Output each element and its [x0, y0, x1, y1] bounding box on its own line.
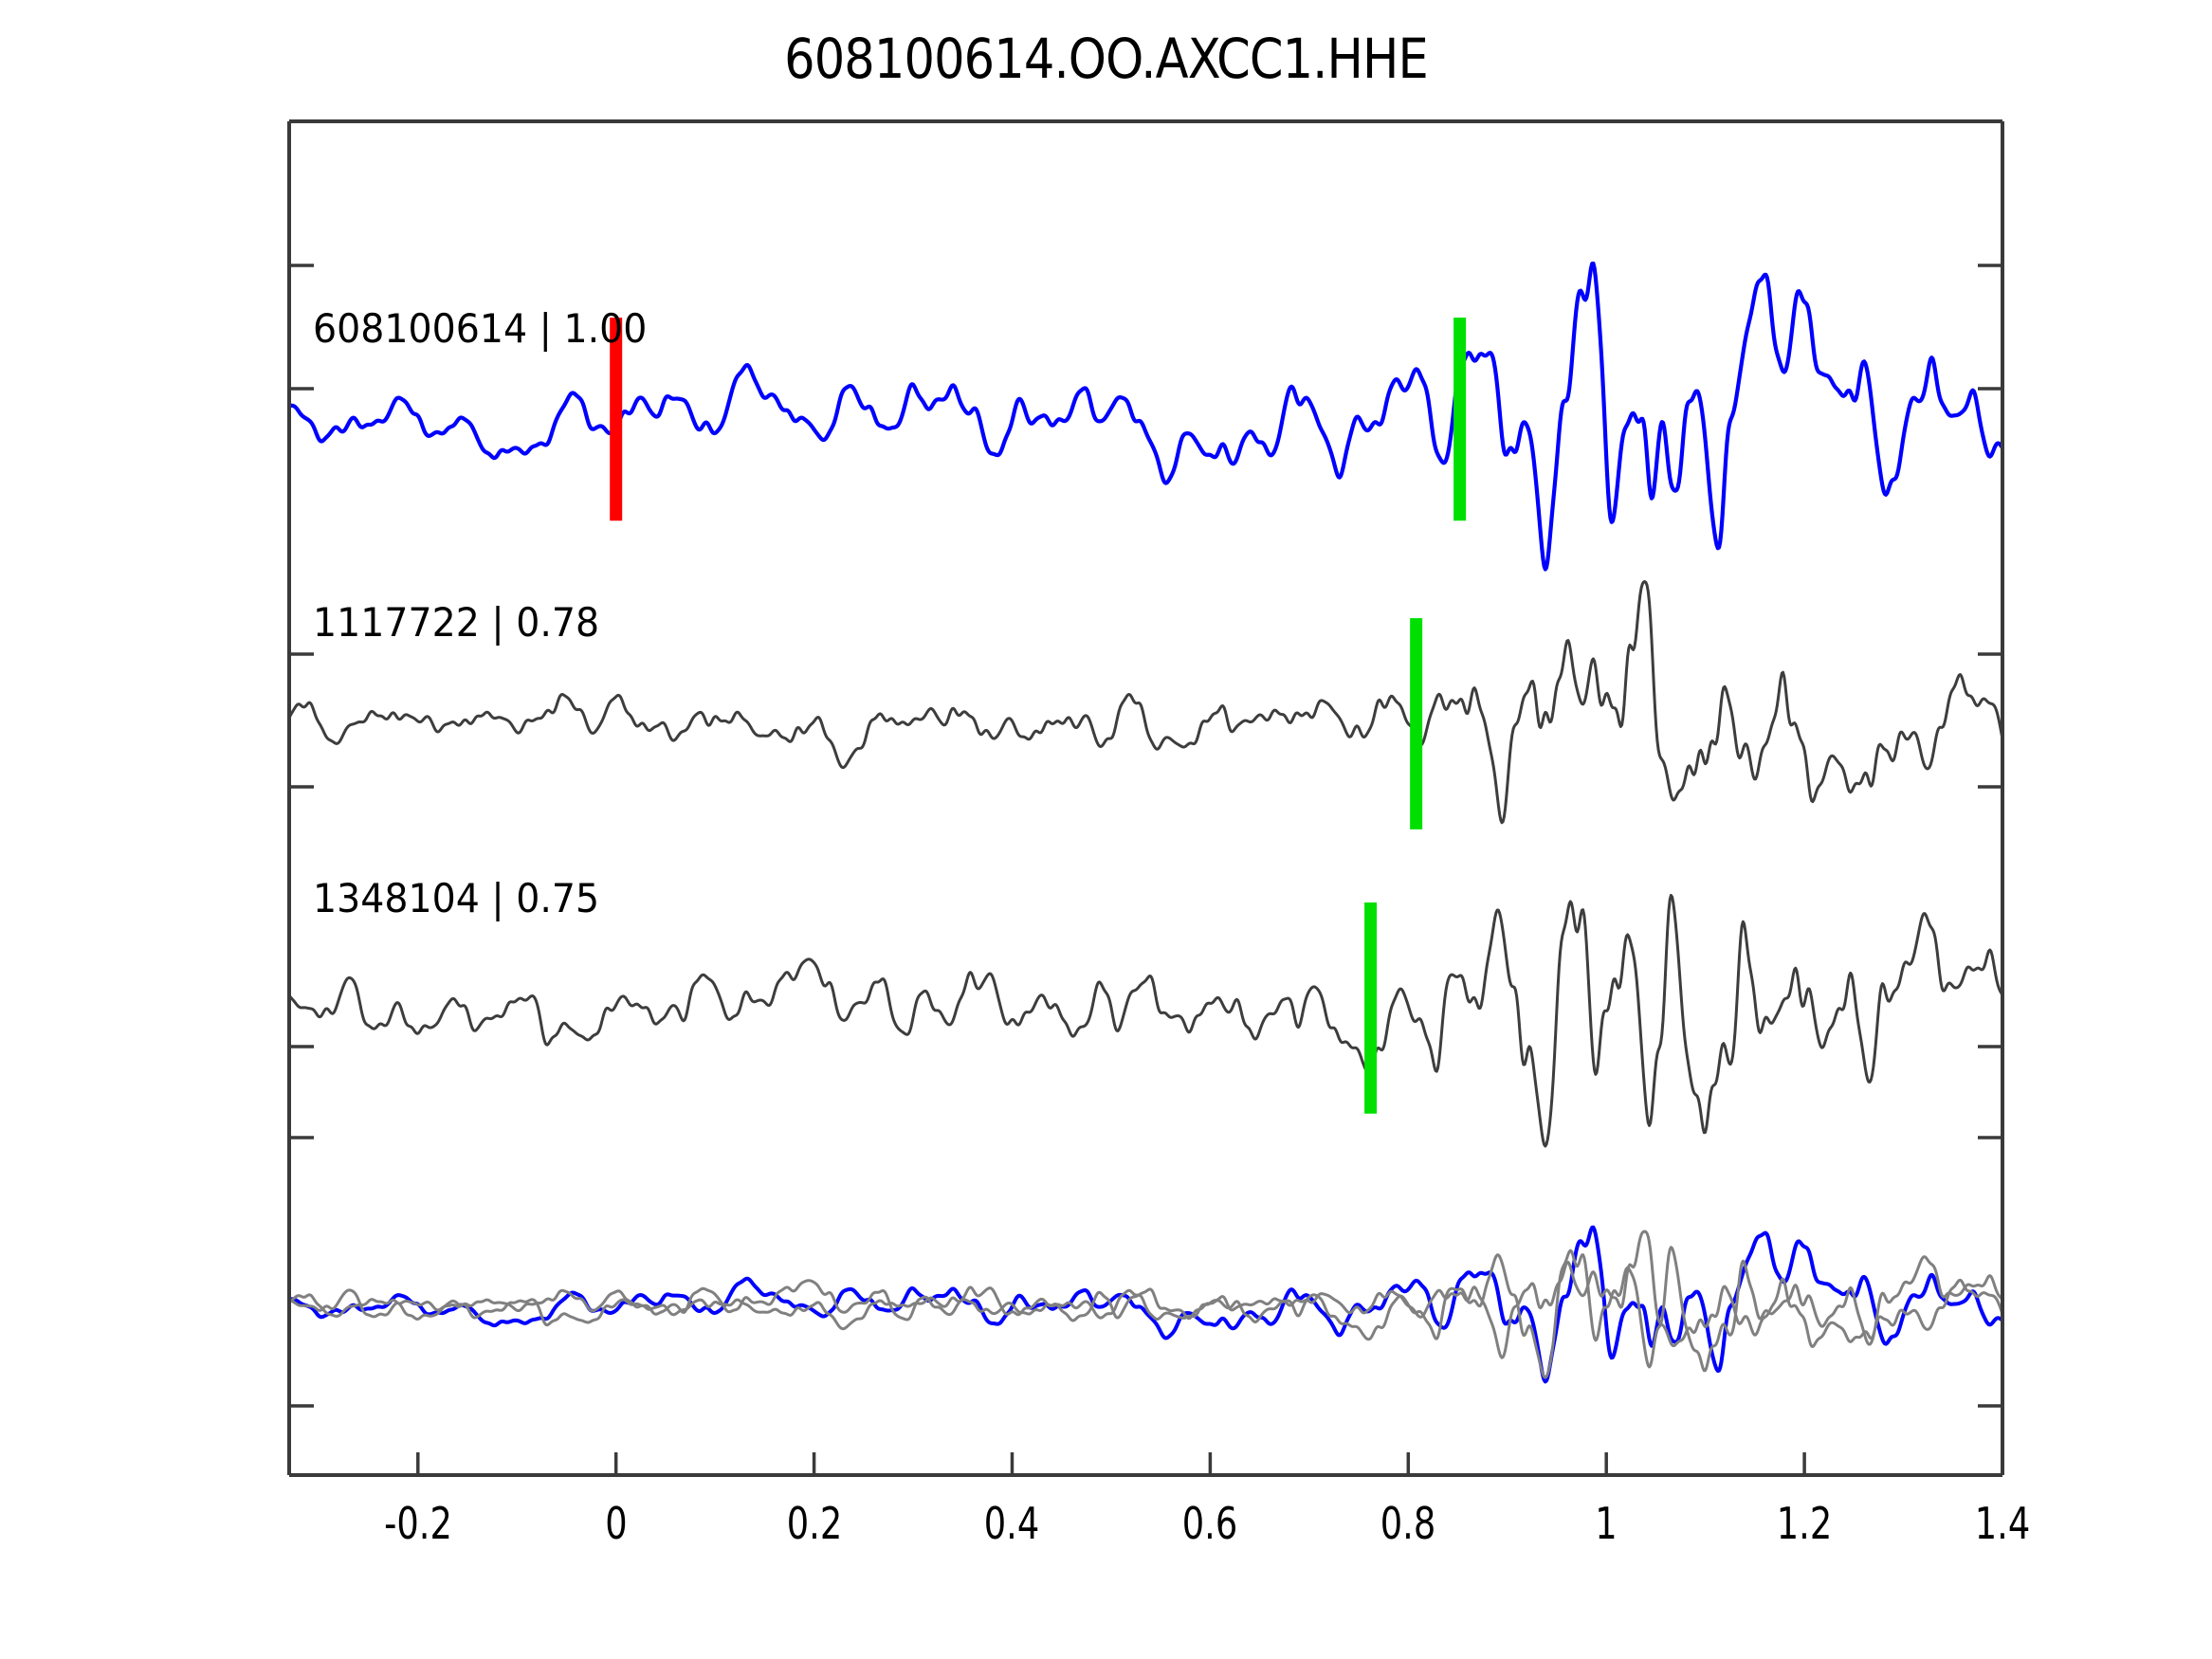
x-tick-label: -0.2: [383, 1498, 452, 1549]
page-title: 608100614.OO.AXCC1.HHE: [784, 27, 1429, 91]
waveform-trace: [287, 1246, 2004, 1379]
x-tick-label: 1: [1595, 1498, 1618, 1549]
x-tick-label: 0.2: [786, 1498, 842, 1549]
waveform-trace: [287, 580, 2004, 825]
x-tick-label: 0: [604, 1498, 628, 1549]
detection-marker: [1410, 618, 1423, 830]
detection-marker: [1453, 318, 1467, 521]
trace-label: 608100614 | 1.00: [313, 305, 648, 352]
x-tick-label: 0.6: [1182, 1498, 1238, 1549]
waveform-trace: [286, 261, 2005, 572]
trace-label: 1117722 | 0.78: [313, 599, 600, 646]
pick-marker: [610, 318, 623, 521]
axes-frame: [287, 119, 2004, 1477]
waveform-trace: [287, 1230, 2004, 1359]
x-tick-label: 1.2: [1776, 1498, 1833, 1549]
x-tick-label: 1.4: [1974, 1498, 2031, 1549]
x-tick-label: 0.8: [1380, 1498, 1436, 1549]
traces-group: [286, 261, 2005, 1384]
waveform-trace: [287, 1225, 2004, 1384]
detection-marker: [1364, 902, 1378, 1114]
markers-group: [610, 318, 1467, 1114]
x-tick-label: 0.4: [984, 1498, 1040, 1549]
waveform-trace: [287, 893, 2004, 1148]
trace-label: 1348104 | 0.75: [313, 875, 600, 921]
